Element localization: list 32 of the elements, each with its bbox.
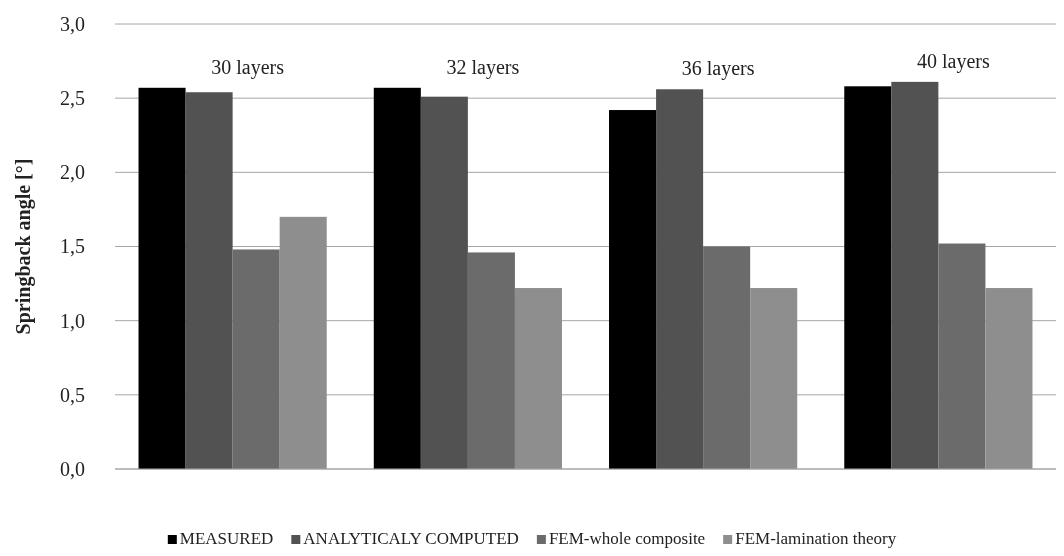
legend-label: ANALYTICALY COMPUTED [303, 529, 519, 548]
y-tick-label: 0,5 [60, 383, 85, 406]
bar [420, 96, 468, 469]
bar [844, 86, 892, 469]
legend-label: FEM-whole composite [548, 529, 706, 548]
bar [467, 252, 515, 469]
legend-label: MEASURED [179, 529, 274, 548]
bar [703, 246, 751, 469]
x-tick-label: 36 layers [681, 57, 755, 81]
y-tick-label: 1,0 [60, 309, 85, 332]
x-tick-label: 30 layers [211, 55, 285, 79]
bar [232, 249, 280, 469]
bar [609, 110, 657, 469]
x-tick-label: 40 layers [916, 49, 990, 73]
bar [656, 89, 704, 469]
bar [938, 243, 986, 469]
y-axis-title: Springback angle [°] [12, 158, 35, 335]
bar [750, 288, 798, 469]
legend-label: FEM-lamination theory [735, 529, 897, 548]
y-tick-label: 0,0 [60, 457, 85, 480]
bar [138, 87, 186, 469]
y-tick-label: 2,0 [60, 161, 85, 184]
x-tick-label: 32 layers [446, 55, 520, 79]
y-tick-label: 2,5 [60, 87, 85, 110]
bar [279, 216, 327, 469]
bar [514, 288, 562, 469]
bar [373, 87, 421, 469]
bar [985, 288, 1033, 469]
bar [891, 81, 939, 469]
bar [185, 92, 233, 469]
y-tick-label: 3,0 [60, 12, 85, 35]
y-tick-label: 1,5 [60, 235, 85, 258]
